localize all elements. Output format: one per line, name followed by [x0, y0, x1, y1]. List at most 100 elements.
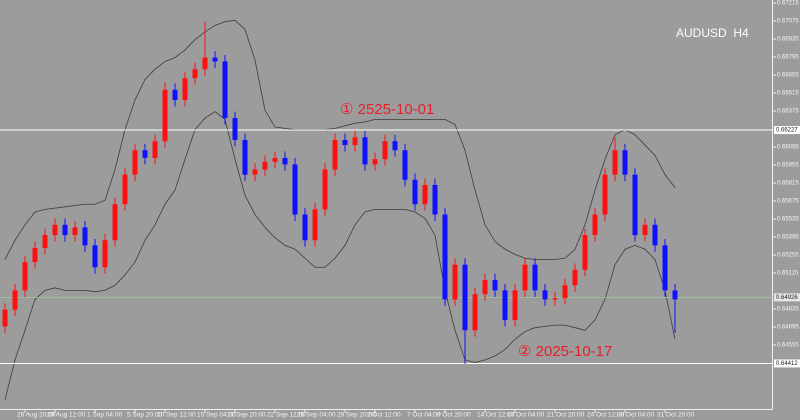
bollinger-band	[4, 19, 676, 260]
candle-body	[2, 309, 8, 327]
candle-body	[262, 161, 268, 170]
candle-body	[402, 150, 408, 180]
chart-title: AUDUSD H4	[676, 26, 749, 40]
annotation: ② 2025-10-17	[518, 343, 612, 360]
candle-body	[232, 118, 238, 140]
candle-body	[472, 294, 478, 331]
candle-body	[672, 290, 678, 300]
candle-body	[332, 139, 338, 170]
candle-body	[12, 290, 18, 310]
candle-body	[652, 224, 658, 246]
x-tick-label: 21 Oct 20:00	[547, 412, 585, 419]
candle-body	[312, 209, 318, 241]
candle-body	[382, 141, 388, 160]
candle-body	[202, 57, 208, 70]
bid-label-box	[774, 293, 800, 302]
candle-body	[492, 280, 498, 291]
y-tick-label: 0.67075	[777, 19, 799, 25]
candle-body	[212, 57, 218, 62]
candle-body	[152, 141, 158, 158]
candle-body	[642, 224, 648, 236]
candle-body	[342, 139, 348, 146]
x-tick-label: 29 Oct 04:00	[617, 412, 655, 419]
y-tick-label: 0.65815	[777, 181, 799, 187]
price-label: 0.66227	[776, 128, 798, 134]
candle-body	[242, 139, 248, 175]
candle-body	[482, 280, 488, 295]
y-tick-label: 0.65675	[777, 199, 799, 205]
candle-body	[222, 61, 228, 119]
y-tick-label: 0.65115	[777, 271, 799, 277]
candle-body	[22, 262, 28, 291]
y-tick-label: 0.66935	[777, 37, 799, 43]
candle-body	[62, 224, 68, 236]
candle-body	[142, 150, 148, 158]
y-tick-label: 0.64695	[777, 325, 799, 331]
candle-body	[362, 137, 368, 165]
bollinger-band	[4, 111, 676, 400]
y-tick-label: 0.67215	[777, 1, 799, 7]
y-tick-label: 0.65255	[777, 253, 799, 259]
candle-body	[412, 179, 418, 205]
candle-body	[42, 235, 48, 248]
candle-body	[52, 224, 58, 236]
candle-body	[112, 204, 118, 241]
candle-body	[452, 264, 458, 300]
x-tick-label: 1 Sep 04:00	[87, 412, 122, 419]
candle-body	[662, 245, 668, 291]
y-tick-label: 0.64835	[777, 307, 799, 313]
candle-body	[552, 298, 558, 300]
candle-body	[442, 214, 448, 300]
candle-body	[72, 227, 78, 236]
candle-body	[582, 235, 588, 270]
candle-body	[182, 78, 188, 101]
candle-body	[462, 264, 468, 331]
y-tick-label: 0.64555	[777, 343, 799, 349]
x-tick-label: 29 Sep 20:00	[337, 412, 376, 419]
x-tick-label: 17 Sep 20:00	[227, 412, 266, 419]
candle-body	[252, 169, 258, 175]
candle-body	[92, 245, 98, 268]
candle-body	[292, 164, 298, 215]
y-tick-label: 0.66375	[777, 109, 799, 115]
y-tick-label: 0.66515	[777, 91, 799, 97]
x-tick-label: 5 Sep 20:00	[127, 412, 162, 419]
candle-body	[632, 174, 638, 236]
candle-body	[522, 264, 528, 291]
x-tick-label: 9 Oct 20:00	[437, 412, 471, 419]
annotation: ① 2525-10-01	[340, 101, 434, 118]
price-label: 0.64412	[776, 361, 798, 367]
candle-body	[622, 150, 628, 175]
candle-body	[422, 184, 428, 205]
x-tick-label: 10 Sep 12:00	[157, 412, 196, 419]
candle-body	[572, 269, 578, 286]
candle-body	[132, 150, 138, 175]
candle-body	[352, 137, 358, 146]
candle-body	[612, 150, 618, 175]
candle-body	[602, 174, 608, 215]
candle-body	[322, 169, 328, 210]
y-tick-label: 0.66095	[777, 145, 799, 151]
candle-body	[122, 174, 128, 205]
y-tick-label: 0.66795	[777, 55, 799, 61]
y-tick-label: 0.65535	[777, 217, 799, 223]
candle-body	[372, 159, 378, 165]
price-label-box	[774, 126, 800, 135]
x-tick-label: 25 Sep 04:00	[297, 412, 336, 419]
x-tick-label: 26 Aug 20:00	[17, 412, 56, 419]
candle-body	[432, 184, 438, 215]
candle-body	[502, 290, 508, 320]
x-tick-label: 7 Oct 04:00	[407, 412, 441, 419]
candle-body	[592, 214, 598, 236]
x-tick-label: 22 Sep 12:00	[267, 412, 306, 419]
y-tick-label: 0.66655	[777, 73, 799, 79]
candle-body	[392, 141, 398, 151]
candle-body	[162, 89, 168, 142]
candle-body	[282, 157, 288, 165]
x-tick-label: 14 Oct 12:00	[477, 412, 515, 419]
candle-body	[302, 214, 308, 241]
candle-body	[272, 157, 278, 162]
candle-body	[532, 264, 538, 291]
